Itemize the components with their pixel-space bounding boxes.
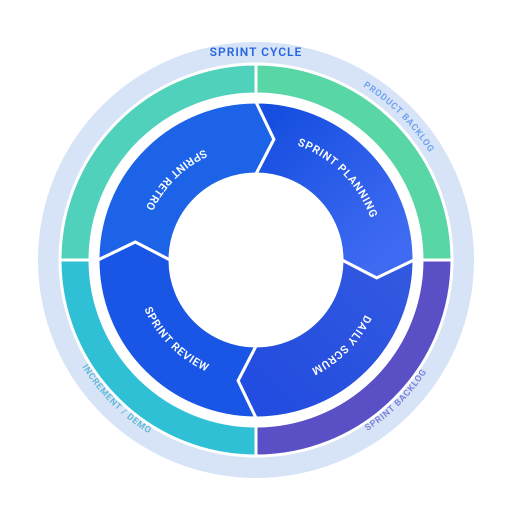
sprint-cycle-diagram: SPRINT RETROSPRINT PLANNINGDAILY SCRUMSP… — [0, 0, 512, 512]
diagram-title: SPRINT CYCLE — [210, 45, 303, 59]
inner-hole — [170, 174, 342, 346]
